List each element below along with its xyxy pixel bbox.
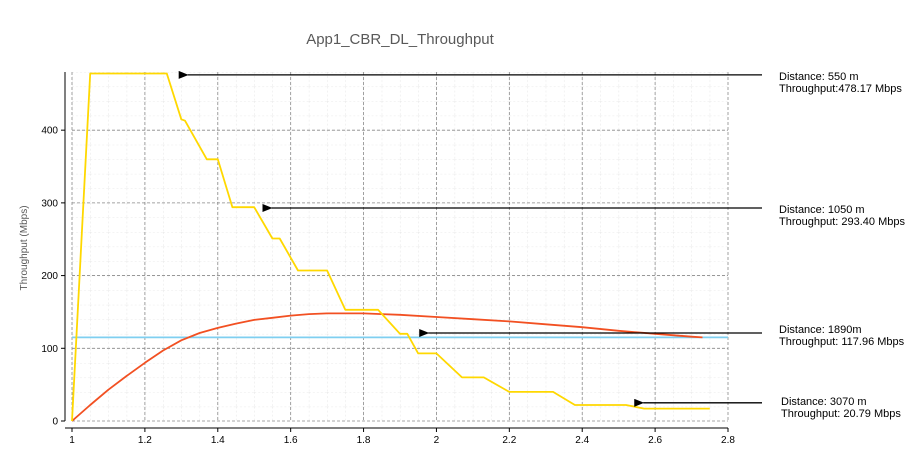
y-tick-label: 100 [41,344,58,355]
x-tick-label: 2.2 [502,435,516,446]
series-line-2 [71,312,703,422]
x-tick-label: 1.8 [357,435,371,446]
y-axis: 0 100 200 300 400 [41,126,65,428]
annotation-throughput: Throughput: 20.79 Mbps [781,408,901,420]
annotation-distance: Distance: 1050 m [779,204,865,216]
series-line-1 [71,72,710,422]
x-tick-label: 1.2 [138,435,152,446]
annotation-distance: Distance: 1890m [779,324,862,336]
annotation-throughput: Throughput: 293.40 Mbps [779,216,905,228]
y-tick-label: 300 [41,198,58,209]
chart-title: App1_CBR_DL_Throughput [306,31,494,48]
x-tick-label: 2.4 [575,435,589,446]
x-axis: 1 1.2 1.4 1.6 1.8 2 2.2 2.4 2.6 2.8 [69,428,735,446]
x-tick-label: 1.4 [211,435,225,446]
y-tick-label: 0 [52,417,58,428]
annotation-throughput: Throughput: 117.96 Mbps [779,336,905,348]
y-tick-label: 400 [41,126,58,137]
x-tick-label: 2.6 [648,435,662,446]
series-layer [71,72,728,422]
annotation-distance: Distance: 3070 m [781,396,867,408]
x-tick-label: 2.8 [721,435,735,446]
major-grid [71,72,729,422]
y-tick-label: 200 [41,271,58,282]
x-tick-label: 1 [69,435,75,446]
x-tick-label: 1.6 [284,435,298,446]
annotation-distance: Distance: 550 m [779,71,858,83]
x-tick-label: 2 [434,435,440,446]
y-axis-label: Throughput (Mbps) [19,205,30,290]
plot-background [72,72,728,421]
annotation-throughput: Throughput:478.17 Mbps [779,83,902,95]
